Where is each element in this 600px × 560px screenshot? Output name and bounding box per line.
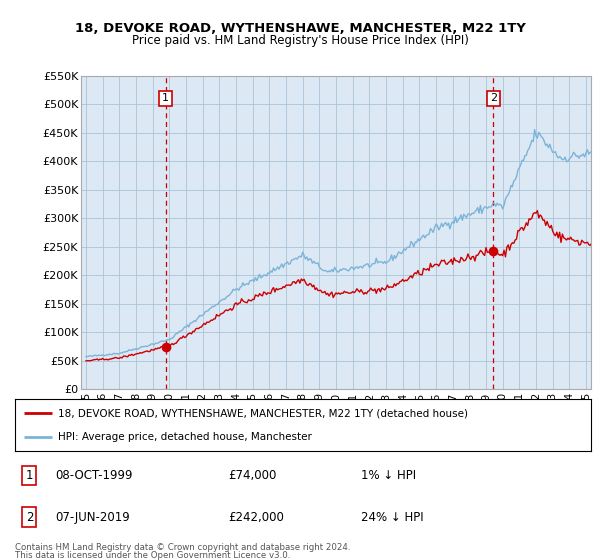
Text: This data is licensed under the Open Government Licence v3.0.: This data is licensed under the Open Gov… [15,551,290,560]
Text: £74,000: £74,000 [228,469,277,482]
Text: £242,000: £242,000 [228,511,284,524]
Text: Contains HM Land Registry data © Crown copyright and database right 2024.: Contains HM Land Registry data © Crown c… [15,543,350,552]
Text: HPI: Average price, detached house, Manchester: HPI: Average price, detached house, Manc… [58,432,312,442]
Text: 2: 2 [490,94,497,104]
Text: 18, DEVOKE ROAD, WYTHENSHAWE, MANCHESTER, M22 1TY (detached house): 18, DEVOKE ROAD, WYTHENSHAWE, MANCHESTER… [58,408,468,418]
Text: Price paid vs. HM Land Registry's House Price Index (HPI): Price paid vs. HM Land Registry's House … [131,34,469,48]
Text: 1: 1 [162,94,169,104]
Text: 08-OCT-1999: 08-OCT-1999 [55,469,133,482]
Text: 2: 2 [26,511,33,524]
Text: 18, DEVOKE ROAD, WYTHENSHAWE, MANCHESTER, M22 1TY: 18, DEVOKE ROAD, WYTHENSHAWE, MANCHESTER… [74,21,526,35]
Text: 1: 1 [26,469,33,482]
Text: 07-JUN-2019: 07-JUN-2019 [55,511,130,524]
Text: 1% ↓ HPI: 1% ↓ HPI [361,469,416,482]
Text: 24% ↓ HPI: 24% ↓ HPI [361,511,423,524]
